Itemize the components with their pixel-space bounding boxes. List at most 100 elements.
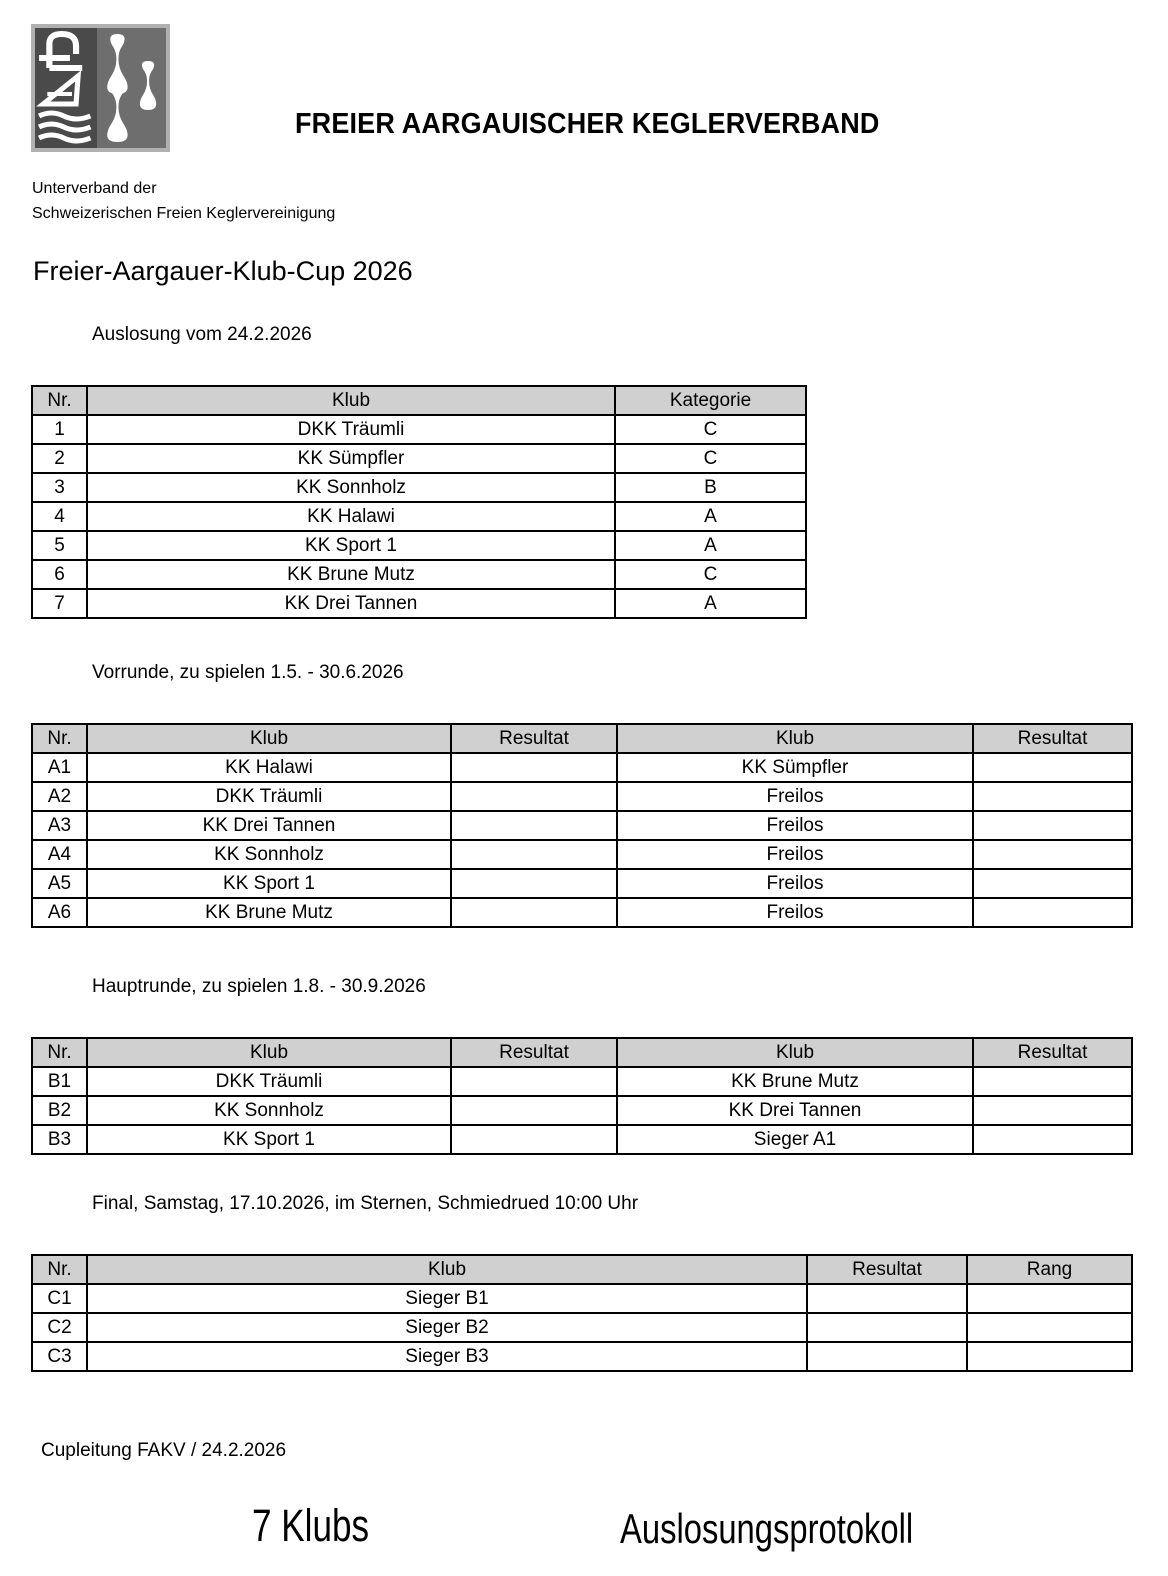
cell-klub-away: Freilos [616,839,974,870]
column-header-klub-home: Klub [86,723,452,754]
column-header-resultat: Resultat [806,1254,968,1285]
column-header-nr: Nr. [31,1254,88,1285]
cell-nr: 1 [31,414,88,445]
cell-klub-away: Freilos [616,897,974,928]
bowling-pins-icon [106,34,156,142]
cell-resultat-home[interactable] [450,781,618,812]
cell-klub: Sieger B3 [86,1341,808,1372]
footer-signature: Cupleitung FAKV / 24.2.2026 [41,1440,287,1461]
table-final-body: C1 Sieger B1 C2 Sieger B2 C3 Sieger B3 [31,1283,1133,1372]
document-title: Freier-Aargauer-Klub-Cup 2026 [33,256,413,286]
table-row: C1 Sieger B1 [31,1283,1133,1314]
cell-rang[interactable] [966,1341,1133,1372]
column-header-kategorie: Kategorie [614,385,807,416]
logo-pins-panel [96,28,166,148]
cell-nr: A6 [31,897,88,928]
page-title: FREIER AARGAUISCHER KEGLERVERBAND [295,108,880,140]
table-row: 3 KK Sonnholz B [31,472,807,503]
cell-resultat-home[interactable] [450,868,618,899]
cell-nr: B2 [31,1095,88,1126]
table-header-row: Nr. Klub Resultat Rang [31,1254,1133,1285]
cell-resultat-away[interactable] [972,839,1133,870]
cell-klub: DKK Träumli [86,414,616,445]
column-header-klub-away: Klub [616,723,974,754]
cell-resultat-away[interactable] [972,1066,1133,1097]
cell-klub-away: Freilos [616,868,974,899]
cell-resultat-away[interactable] [972,897,1133,928]
cell-kategorie: A [614,530,807,561]
cell-resultat-home[interactable] [450,752,618,783]
cell-resultat-away[interactable] [972,752,1133,783]
cell-klub-home: KK Drei Tannen [86,810,452,841]
cell-nr: C2 [31,1312,88,1343]
footer-club-count: 7 Klubs [252,1500,370,1551]
cell-resultat-home[interactable] [450,1066,618,1097]
cell-kategorie: A [614,588,807,619]
cell-nr: A3 [31,810,88,841]
cell-resultat-home[interactable] [450,839,618,870]
cell-nr: A2 [31,781,88,812]
caption-preliminary: Vorrunde, zu spielen 1.5. - 30.6.2026 [92,662,404,683]
cell-resultat-home[interactable] [450,897,618,928]
cell-klub: KK Halawi [86,501,616,532]
cell-rang[interactable] [966,1312,1133,1343]
cell-nr: A1 [31,752,88,783]
cell-klub-away: KK Sümpfler [616,752,974,783]
cell-resultat-home[interactable] [450,1124,618,1155]
table-draw: Nr. Klub Kategorie 1 DKK Träumli C 2 KK … [31,385,807,619]
cell-nr: 3 [31,472,88,503]
cell-nr: 2 [31,443,88,474]
cell-klub-home: DKK Träumli [86,781,452,812]
table-final: Nr. Klub Resultat Rang C1 Sieger B1 C2 S… [31,1254,1133,1372]
cell-klub-home: KK Sonnholz [86,839,452,870]
cell-kategorie: A [614,501,807,532]
column-header-nr: Nr. [31,723,88,754]
cell-resultat-home[interactable] [450,810,618,841]
table-row: B3 KK Sport 1 Sieger A1 [31,1124,1133,1155]
table-row: A1 KK Halawi KK Sümpfler [31,752,1133,783]
cell-klub-home: KK Sport 1 [86,868,452,899]
cell-nr: 7 [31,588,88,619]
cell-resultat-away[interactable] [972,810,1133,841]
cell-nr: C3 [31,1341,88,1372]
cell-kategorie: B [614,472,807,503]
table-row: A6 KK Brune Mutz Freilos [31,897,1133,928]
cell-klub-away: Freilos [616,781,974,812]
column-header-resultat-away: Resultat [972,1037,1133,1068]
cell-nr: 5 [31,530,88,561]
cell-resultat-away[interactable] [972,868,1133,899]
federation-logo [31,24,170,152]
cell-klub-away: KK Brune Mutz [616,1066,974,1097]
column-header-nr: Nr. [31,1037,88,1068]
caption-main-round: Hauptrunde, zu spielen 1.8. - 30.9.2026 [92,976,426,997]
cell-resultat-away[interactable] [972,1095,1133,1126]
cell-rang[interactable] [966,1283,1133,1314]
cell-resultat[interactable] [806,1312,968,1343]
cell-resultat[interactable] [806,1341,968,1372]
cell-resultat-home[interactable] [450,1095,618,1126]
cell-nr: C1 [31,1283,88,1314]
cell-klub: KK Sonnholz [86,472,616,503]
caption-draw: Auslosung vom 24.2.2026 [92,324,312,345]
logo-monogram-panel [35,28,97,148]
column-header-resultat-home: Resultat [450,723,618,754]
cell-kategorie: C [614,559,807,590]
cell-nr: 4 [31,501,88,532]
cell-klub-home: KK Sonnholz [86,1095,452,1126]
table-preliminary: Nr. Klub Resultat Klub Resultat A1 KK Ha… [31,723,1133,928]
table-draw-body: 1 DKK Träumli C 2 KK Sümpfler C 3 KK Son… [31,414,807,619]
cell-resultat[interactable] [806,1283,968,1314]
cell-klub: KK Sport 1 [86,530,616,561]
cell-resultat-away[interactable] [972,781,1133,812]
column-header-rang: Rang [966,1254,1133,1285]
table-row: 2 KK Sümpfler C [31,443,807,474]
column-header-nr: Nr. [31,385,88,416]
cell-klub-home: KK Halawi [86,752,452,783]
table-row: B1 DKK Träumli KK Brune Mutz [31,1066,1133,1097]
cell-resultat-away[interactable] [972,1124,1133,1155]
cell-klub-home: DKK Träumli [86,1066,452,1097]
table-row: C3 Sieger B3 [31,1341,1133,1372]
column-header-klub: Klub [86,385,616,416]
cell-kategorie: C [614,443,807,474]
table-header-row: Nr. Klub Resultat Klub Resultat [31,1037,1133,1068]
